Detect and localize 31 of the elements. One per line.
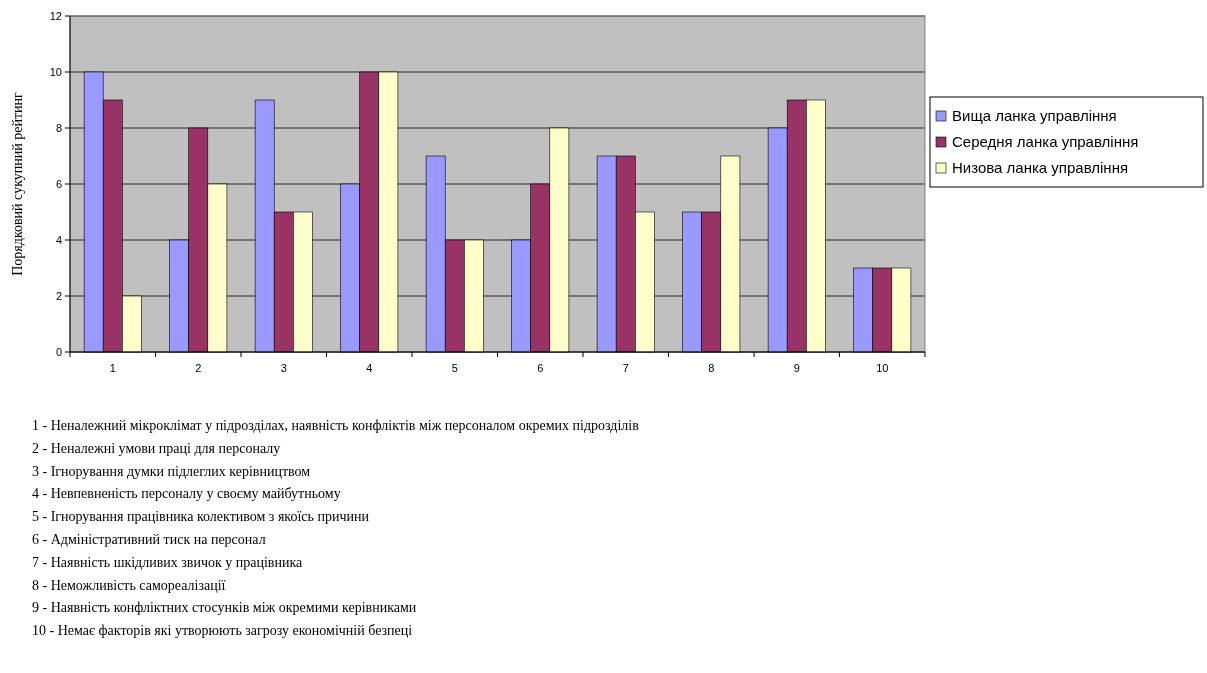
y-tick-label: 4 — [55, 233, 62, 246]
x-tick-label: 2 — [195, 362, 202, 374]
y-axis-title: Порядковий сукупний рейтинг — [10, 91, 25, 276]
y-tick-label: 0 — [55, 345, 62, 358]
legend-label: Низова ланка управління — [952, 159, 1129, 177]
text: 6 - Адміністративний тиск на персонал — [32, 532, 266, 547]
x-tick-label: 4 — [366, 362, 373, 374]
y-tick-label: 2 — [55, 289, 62, 302]
y-tick-label: 6 — [55, 177, 62, 190]
y-tick-label: 12 — [49, 9, 62, 22]
text: 7 - Наявність шкідливих звичок у працівника — [32, 554, 304, 570]
x-tick-label: 8 — [708, 362, 715, 374]
x-tick-label: 10 — [876, 362, 889, 374]
y-tick-label: 8 — [55, 121, 62, 134]
text: 10 - Немає факторів які утворюють загрозу економічній безпеці — [32, 623, 413, 639]
x-tick-label: 7 — [622, 362, 629, 374]
x-tick-label: 6 — [537, 362, 544, 374]
text: 4 - Невпевненість персоналу у своєму майбутньому — [32, 486, 341, 502]
x-tick-label: 3 — [280, 362, 287, 374]
text: 3 - Ігнорування думки підлеглих керівництвом — [32, 463, 311, 479]
text: 8 - Неможливість самореалізації — [32, 577, 226, 593]
x-tick-label: 1 — [109, 362, 116, 374]
legend-label: Вища ланка управління — [952, 107, 1117, 125]
y-tick-label: 10 — [49, 65, 62, 78]
text: 1 - Неналежний мікроклімат у підрозділах, наявність конфліктів між персоналом окремих підрозділів — [32, 418, 640, 433]
legend-label: Середня ланка управління — [952, 133, 1139, 151]
x-tick-label: 9 — [793, 362, 800, 374]
x-tick-label: 5 — [451, 362, 458, 374]
text: 9 - Наявність конфліктних стосунків між окремими керівниками — [32, 600, 417, 616]
text: 5 - Ігнорування працівника колективом з якоїсь причини — [32, 509, 370, 525]
text: 2 - Неналежні умови праці для персоналу — [32, 440, 281, 456]
